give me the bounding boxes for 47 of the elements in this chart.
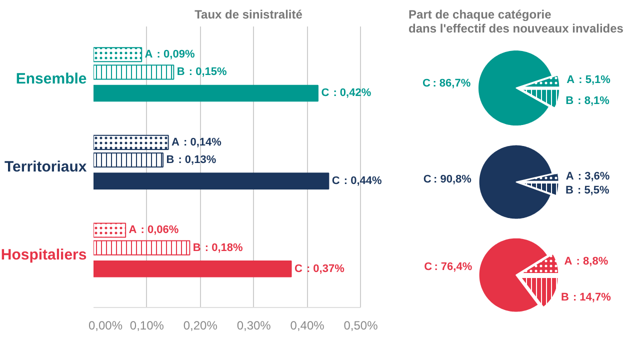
text: A [128,224,137,236]
data-label: : 76,4% [434,260,472,273]
data-label: : 5,1% [578,74,611,86]
data-label: : 0,13% [178,154,216,166]
slice-label: A [566,74,575,86]
data-label: : 3,6% [578,170,610,182]
chart-title: Part de chaque catégorie dans l'effectif des nouveaux invalides [408,8,624,36]
data-label: : 0,06% [140,224,179,236]
data-label: : 86,7% [432,78,471,90]
slice-label: A [566,170,574,182]
data-label: : 0,14% [184,136,222,148]
y-tick-label: Territoriaux [4,158,88,176]
x-tick-label: 0,10% [130,318,164,332]
text: C [332,175,340,188]
chart-title: Taux de sinistralité [194,8,303,22]
slice-label: C [423,173,432,186]
slice-label: C [424,260,432,273]
x-tick-label: 0,00% [88,318,123,332]
y-tick-label: Hospitaliers [0,246,87,264]
data-label: : 0,37% [306,262,345,275]
data-label: : 8,1% [578,94,610,107]
x-tick-label: 0,50% [344,318,378,332]
y-tick-label: Ensemble [16,70,87,88]
data-label: : 14,7% [572,291,612,304]
data-label: : 8,8% [576,255,608,268]
data-label: : 0,15% [188,66,228,78]
slice-label: A [564,255,572,268]
text: C [294,262,302,275]
data-label: : 0,18% [204,242,244,254]
series-label: A [172,136,180,148]
data-label: : 90,8% [434,173,472,186]
slice-label: C [422,78,431,90]
text: B [176,66,185,78]
data-label: : 0,09% [156,48,195,61]
text: B [192,242,201,254]
slice-label: B [565,184,574,197]
text: A [144,48,153,61]
series-label: C [321,87,330,100]
data-label: : 5,5% [577,184,610,197]
slice-label: B [560,291,569,304]
slice-label: B [566,94,574,107]
series-label: B [166,154,174,166]
x-tick-label: 0,40% [290,318,325,332]
data-label: : 0,44% [344,175,382,188]
data-label: : 0,42% [333,87,372,100]
x-tick-label: 0,20% [183,318,218,332]
x-tick-label: 0,30% [236,318,272,332]
